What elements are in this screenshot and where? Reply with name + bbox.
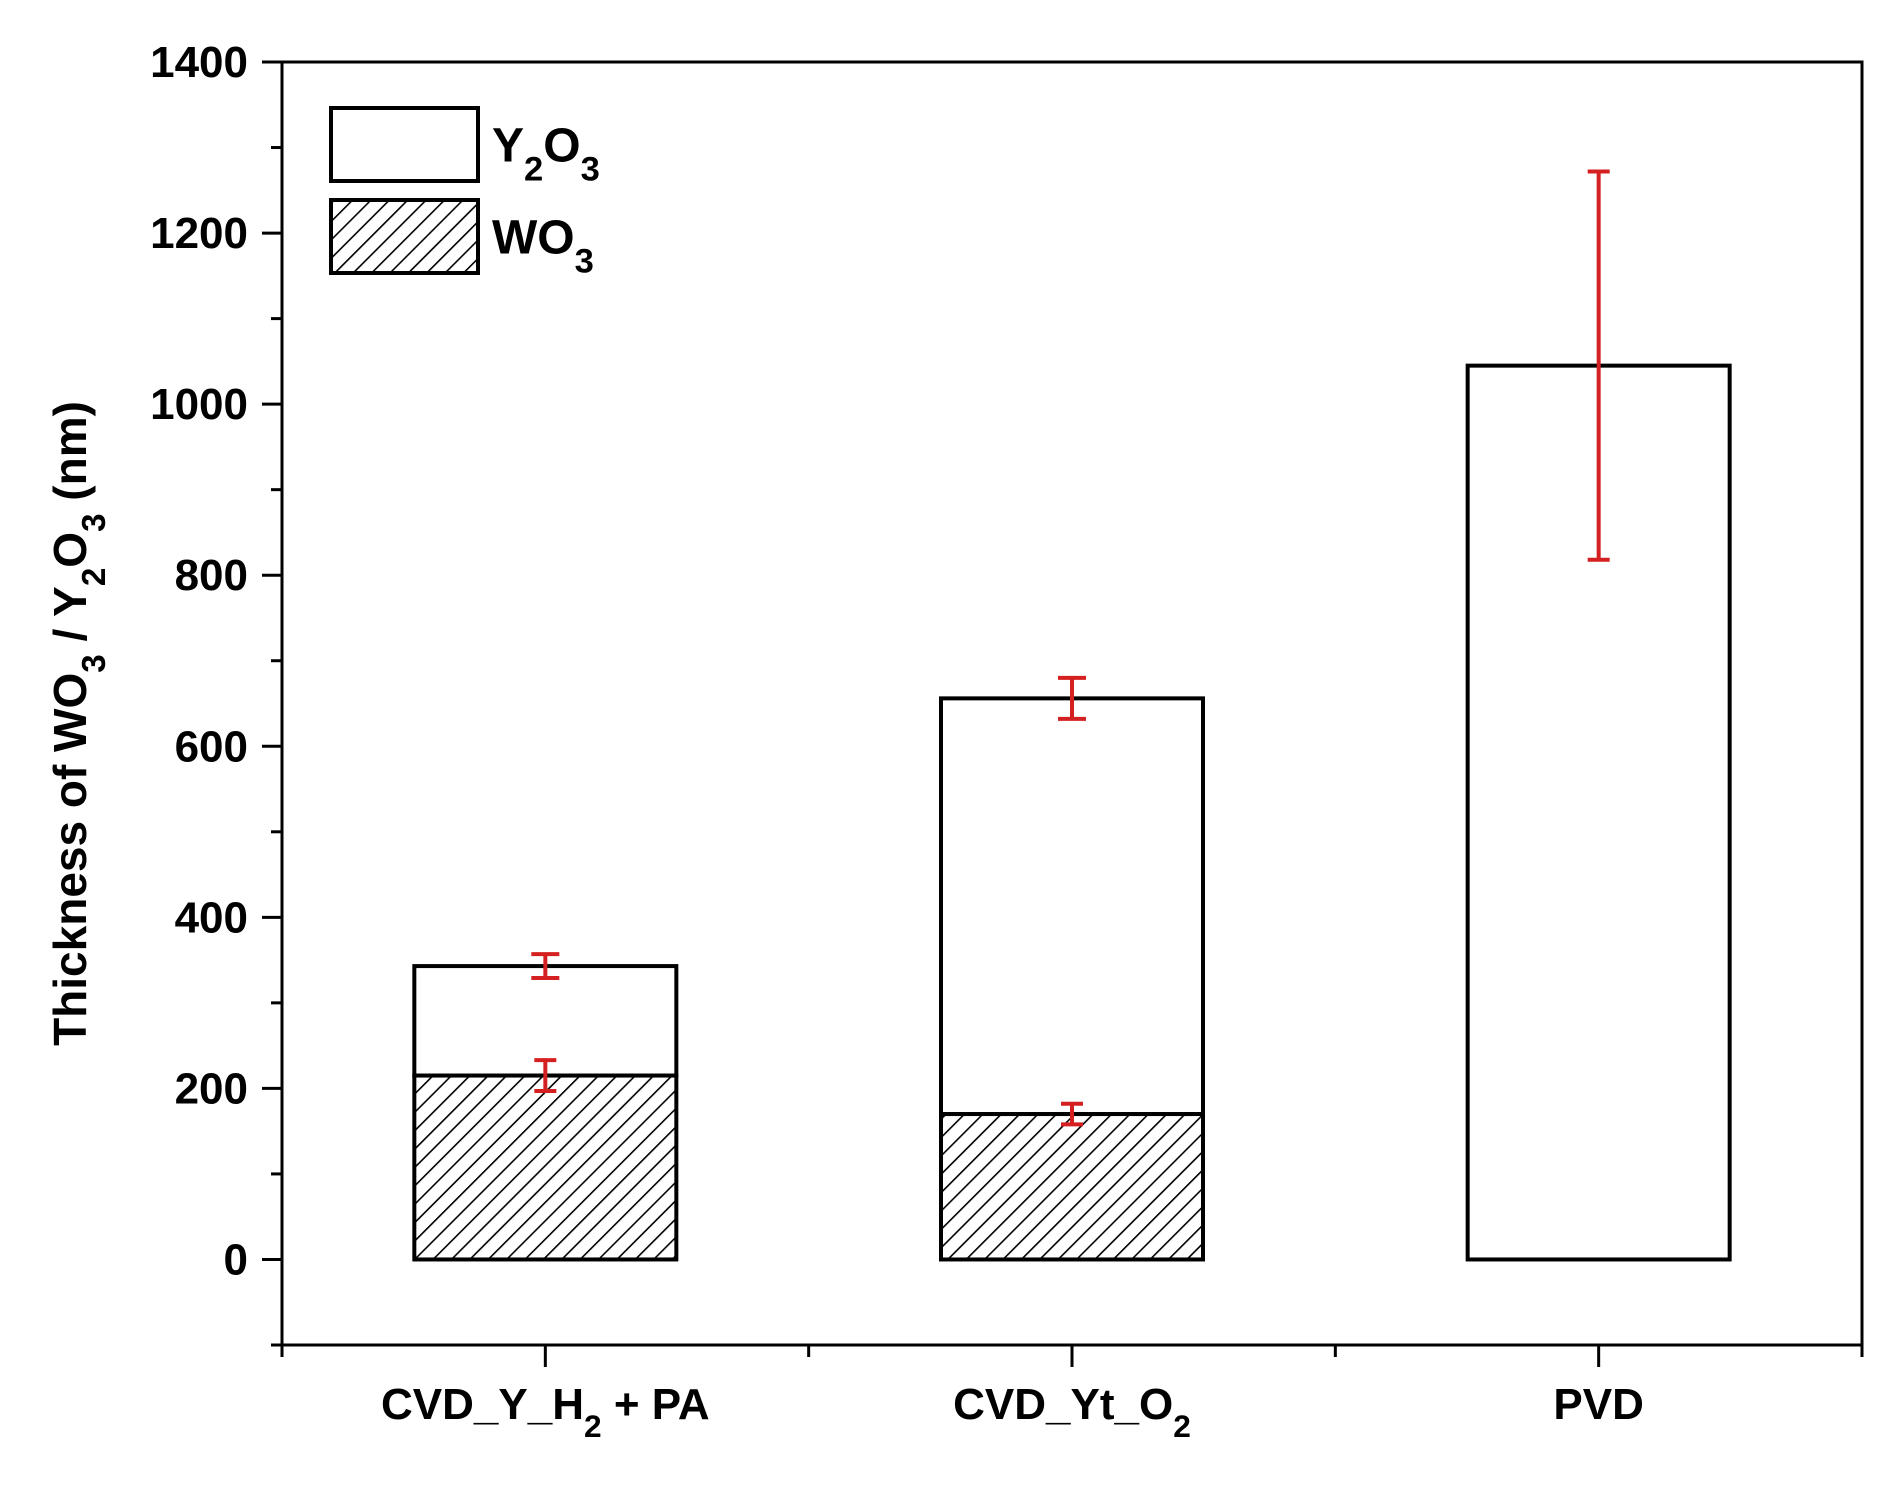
bar-wo3 [939, 1112, 1205, 1262]
legend-swatch [329, 198, 480, 275]
y-tick-label: 0 [224, 1235, 248, 1284]
y-tick-label: 400 [175, 893, 248, 942]
legend-label: Y2O3 [492, 120, 600, 189]
axes-layer [262, 60, 1864, 1367]
y-tick-label: 200 [175, 1064, 248, 1113]
error-bars-layer [531, 169, 1610, 1127]
bars-layer [412, 363, 1732, 1262]
y-tick-label: 1000 [150, 380, 248, 429]
error-bar-y2o3 [1058, 675, 1086, 721]
error-bar-y2o3 [531, 952, 560, 981]
y-tick-label: 1200 [150, 209, 248, 258]
labels-layer: 0 200 400 600 800 1000 1200 1400 CVD_Y_H2 + PA CV… [44, 38, 1644, 1444]
y-tick-label: 1400 [150, 38, 248, 87]
x-category-label: PVD [1553, 1380, 1643, 1429]
bar-y2o3 [412, 964, 679, 1078]
y-tick-label: 600 [175, 722, 248, 771]
error-bar-y2o3 [1587, 169, 1610, 562]
x-category-label: CVD_Y_H2 + PA [381, 1380, 710, 1444]
legend-label: WO3 [492, 212, 594, 281]
bar-wo3 [412, 1073, 679, 1262]
legend-swatch [329, 106, 480, 183]
x-category-label: CVD_Yt_O2 [953, 1380, 1191, 1444]
legend-item-y2o3: Y2O3 [329, 106, 600, 189]
error-bar-wo3 [534, 1058, 557, 1093]
error-bar-wo3 [1061, 1101, 1083, 1127]
y-axis-title: Thickness of WO3 / Y2O3 (nm) [44, 401, 113, 1046]
y-tick-label: 800 [175, 551, 248, 600]
legend-item-wo3: WO3 [329, 198, 594, 281]
bar-y2o3 [939, 696, 1205, 1117]
legend: Y2O3 WO3 [329, 106, 600, 281]
